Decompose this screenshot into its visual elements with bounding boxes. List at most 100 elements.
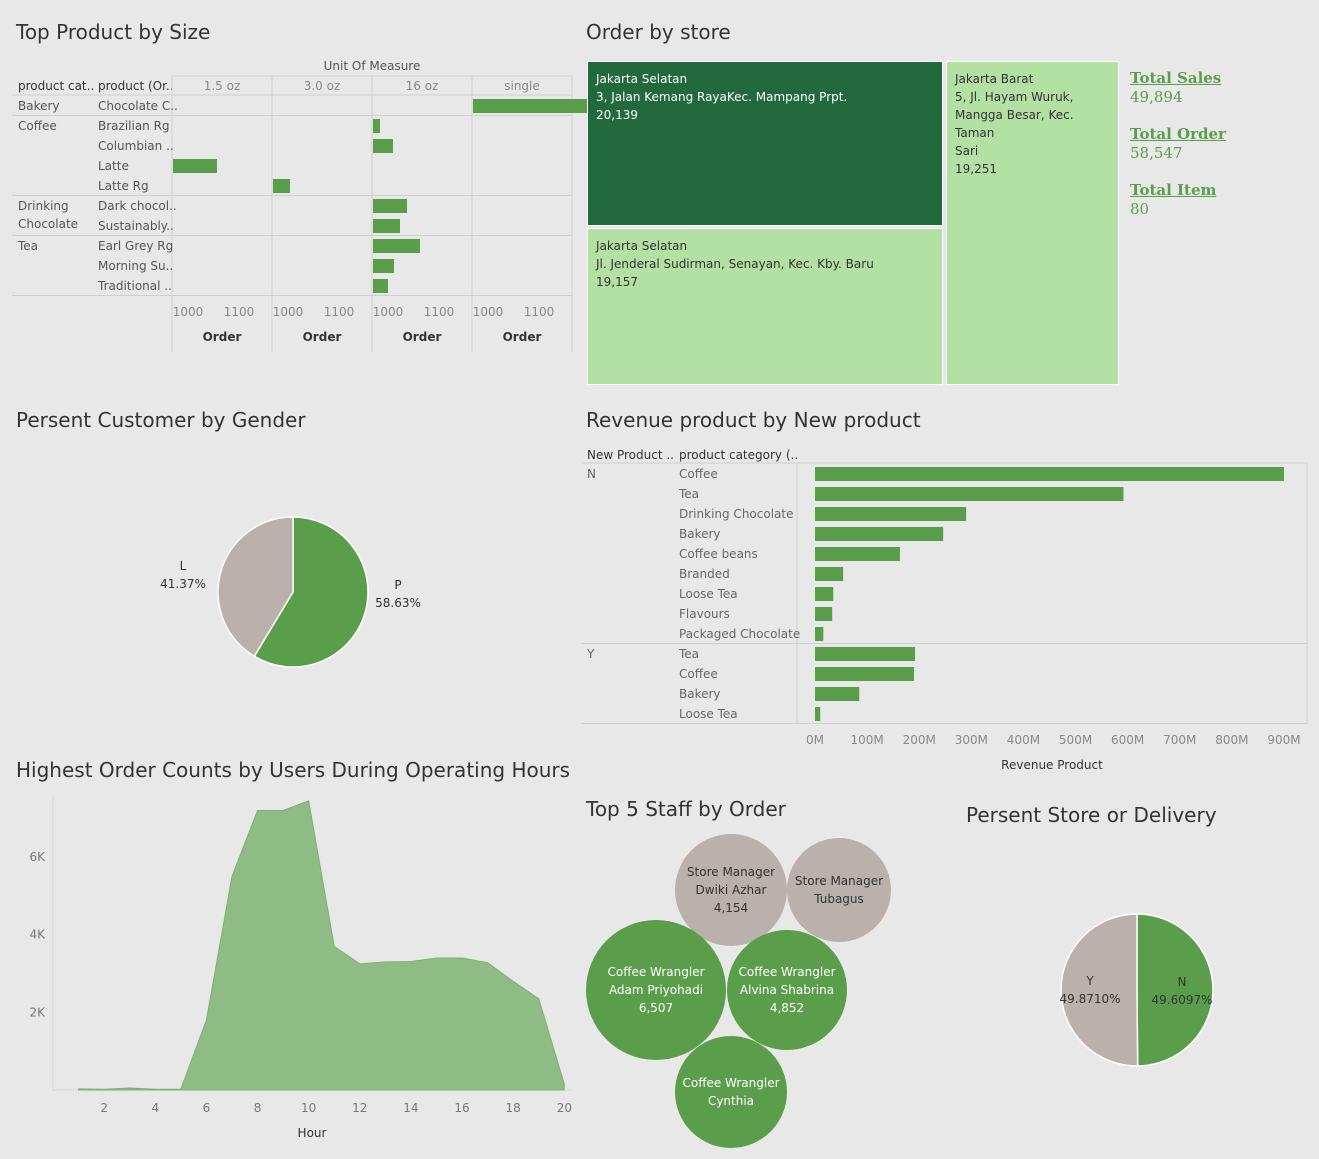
newprod-category-label: Loose Tea: [679, 587, 738, 601]
treemap-value: 19,157: [596, 275, 638, 289]
size-product-label: Morning Su..: [98, 259, 173, 273]
newprod-category-label: Tea: [678, 487, 699, 501]
newprod-bar: [815, 487, 1124, 501]
newprod-bar: [815, 607, 833, 621]
newprod-axis-tick: 0M: [806, 733, 824, 747]
size-axis-tick: 1100: [324, 305, 355, 319]
size-bar: [373, 199, 407, 213]
kpi-value: 49,894: [1130, 88, 1183, 106]
title-delivery: Persent Store or Delivery: [966, 803, 1217, 827]
staff-bubble-label: Tubagus: [814, 892, 864, 906]
size-category-label: Tea: [17, 239, 38, 253]
staff-bubble: Store Manager Dwiki Azhar 4,154: [675, 834, 787, 946]
size-bar: [373, 219, 400, 233]
kpi-label[interactable]: Total Item: [1130, 181, 1217, 199]
size-category-label: Chocolate: [18, 217, 78, 231]
treemap-city: Jakarta Selatan: [596, 239, 688, 253]
newprod-axis-tick: 300M: [955, 733, 988, 747]
treemap-address: 5, Jl. Hayam Wuruk,: [955, 90, 1074, 104]
size-bar: [373, 239, 420, 253]
newprod-axis-tick: 400M: [1007, 733, 1040, 747]
size-column-group-label: Unit Of Measure: [324, 59, 421, 73]
size-axis-tick: 1000: [373, 305, 404, 319]
kpi-label[interactable]: Total Order: [1130, 125, 1226, 143]
size-product-label: Earl Grey Rg: [98, 239, 173, 253]
newprod-category-label: Bakery: [679, 527, 721, 541]
staff-bubble-label: 4,852: [769, 1001, 805, 1015]
size-bar: [273, 179, 290, 193]
newprod-category-label: Coffee beans: [679, 547, 758, 561]
treemap-address: Jl. Jenderal Sudirman, Senayan, Kec. Kby…: [596, 257, 874, 271]
hours-x-tick: 20: [557, 1101, 572, 1115]
size-bar: [373, 279, 388, 293]
staff-bubble: Coffee Wrangler Alvina Shabrina 4,852: [727, 930, 847, 1050]
size-product-label: Latte: [98, 159, 129, 173]
size-category-label: Drinking: [18, 199, 69, 213]
hours-y-tick: 2K: [29, 1005, 46, 1019]
newprod-bar: [815, 707, 821, 721]
hours-x-tick: 14: [403, 1101, 418, 1115]
size-bar: [373, 119, 380, 133]
newprod-bar: [815, 567, 844, 581]
size-product-label: Brazilian Rg: [98, 119, 170, 133]
newprod-axis-label: Revenue Product: [1001, 758, 1103, 772]
delivery-pie-slice-pct: 49.6097%: [1151, 993, 1212, 1007]
staff-bubble-label: Coffee Wrangler: [738, 965, 836, 979]
treemap-value: 19,251: [955, 162, 997, 176]
staff-bubble-label: Store Manager: [686, 865, 776, 879]
staff-bubble-label: 4,154: [713, 901, 749, 915]
size-bar: [173, 159, 217, 173]
gender-pie-slice-pct: 41.37%: [160, 577, 206, 591]
newprod-bar: [815, 467, 1284, 481]
kpi-label[interactable]: Total Sales: [1130, 69, 1222, 87]
delivery-pie-slice-label: Y: [1085, 974, 1094, 988]
newprod-bar: [815, 587, 834, 601]
delivery-pie-slice-pct: 49.8710%: [1059, 992, 1120, 1006]
delivery-pie-slice: [1136, 913, 1214, 1067]
gender-pie-slice: [253, 516, 369, 668]
hours-y-tick: 4K: [29, 928, 46, 942]
hours-x-tick: 16: [454, 1101, 469, 1115]
title-gender: Persent Customer by Gender: [16, 408, 306, 432]
newprod-row-header-group: New Product ..: [587, 448, 674, 462]
treemap-address: Sari: [955, 144, 979, 158]
newprod-group-label: N: [587, 467, 596, 481]
size-product-label: Columbian ..: [98, 139, 174, 153]
gender-pie-slice-pct: 58.63%: [375, 596, 421, 610]
hours-area: [78, 800, 565, 1091]
kpi-value: 58,547: [1130, 144, 1183, 162]
newprod-row-header-category: product category (..: [679, 448, 798, 462]
newprod-axis-tick: 500M: [1059, 733, 1092, 747]
hours-x-tick: 6: [203, 1101, 211, 1115]
size-axis-tick: 1000: [173, 305, 204, 319]
newprod-axis-tick: 700M: [1163, 733, 1196, 747]
size-axis-tick: 1000: [473, 305, 504, 319]
newprod-chart: New Product .. product category (.. N Coffe…: [582, 448, 1308, 772]
size-column-header: 1.5 oz: [204, 79, 241, 93]
treemap-address: 3, Jalan Kemang RayaKec. Mampang Prpt.: [596, 90, 848, 104]
hours-x-tick: 10: [301, 1101, 316, 1115]
treemap-tile: Jakarta Barat 5, Jl. Hayam Wuruk, Mangga B…: [946, 61, 1119, 385]
size-product-label: Dark chocol..: [98, 199, 177, 213]
hours-x-tick: 12: [352, 1101, 367, 1115]
newprod-bar: [815, 687, 860, 701]
staff-bubble-label: Coffee Wrangler: [682, 1076, 780, 1090]
newprod-category-label: Packaged Chocolate: [679, 627, 800, 641]
size-row-header-product: product (Or..: [98, 79, 174, 93]
treemap-city: Jakarta Barat: [955, 72, 1034, 86]
staff-bubble-label: 6,507: [638, 1001, 674, 1015]
title-staff: Top 5 Staff by Order: [586, 797, 786, 821]
treemap-address: Mangga Besar, Kec. Taman: [955, 108, 1074, 140]
treemap-tile: Jakarta Selatan Jl. Jenderal Sudirman, Se…: [587, 228, 943, 385]
newprod-category-label: Coffee: [679, 667, 718, 681]
gender-pie-slice-label: P: [394, 578, 401, 592]
newprod-bar: [815, 627, 824, 641]
size-axis-tick: 1100: [424, 305, 455, 319]
size-product-label: Sustainably..: [98, 219, 174, 233]
treemap-value: 20,139: [596, 108, 638, 122]
newprod-axis-tick: 900M: [1267, 733, 1300, 747]
newprod-bar: [815, 647, 916, 661]
size-product-label: Latte Rg: [98, 179, 149, 193]
size-category-label: Bakery: [18, 99, 60, 113]
delivery-pie: N 49.6097% Y 49.8710%: [1059, 913, 1214, 1067]
